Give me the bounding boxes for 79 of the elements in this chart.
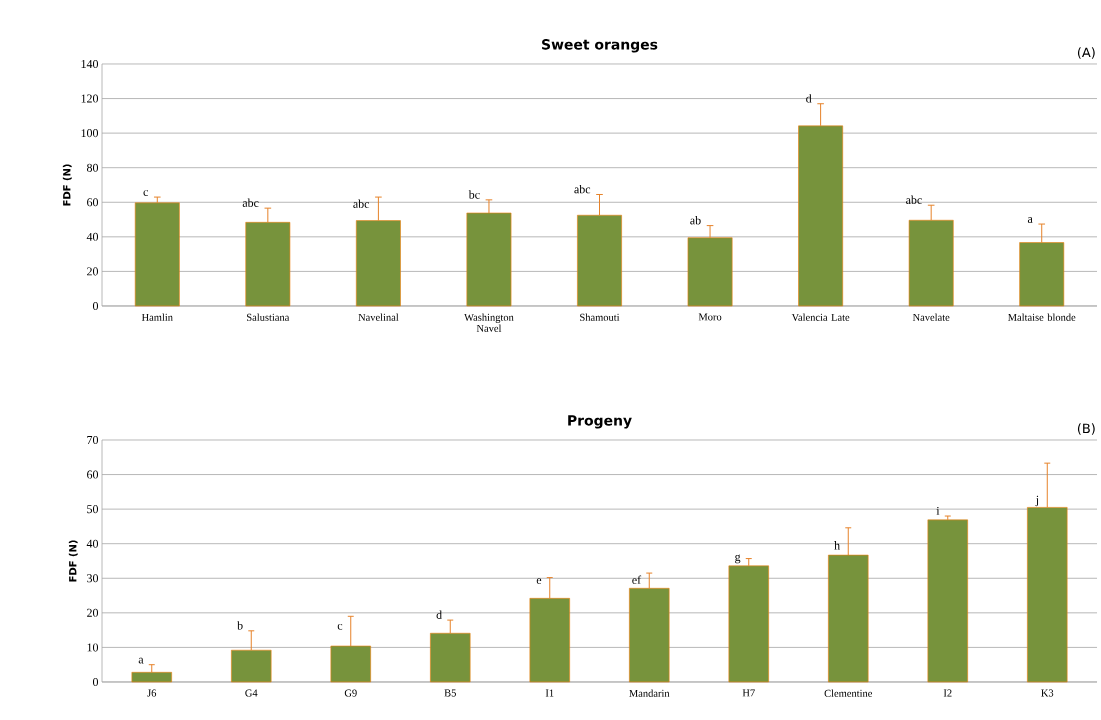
y-tick-label: 0 (92, 301, 99, 311)
y-tick-label: 70 (87, 435, 99, 445)
bar (629, 588, 670, 683)
y-tick-label: 30 (87, 574, 99, 583)
bar (577, 214, 622, 307)
y-axis-title: FDF (N) (62, 164, 72, 206)
bar (330, 645, 371, 683)
annotation: abc (353, 199, 370, 208)
x-tick-label: I2 (943, 689, 952, 697)
bar (430, 632, 471, 683)
x-tick-label: H7 (742, 689, 755, 697)
annotation: ef (632, 575, 642, 584)
y-tick-label: 100 (81, 129, 99, 138)
annotation: b (237, 621, 243, 630)
bar (828, 554, 869, 683)
y-tick-label: 10 (87, 643, 99, 652)
y-tick-label: 20 (87, 267, 99, 276)
annotation: c (143, 190, 148, 196)
bar (927, 519, 968, 683)
bar (908, 219, 954, 307)
x-tick-label: Washington Navel (464, 313, 514, 332)
y-tick-label: 40 (86, 232, 99, 241)
y-tick-label: 0 (92, 677, 99, 687)
y-tick-label: 50 (87, 505, 99, 514)
annotation: bc (468, 190, 480, 199)
chart-title: Sweet oranges (542, 39, 658, 53)
y-tick-label: 60 (87, 198, 99, 207)
bar (466, 212, 512, 307)
annotation: d (806, 94, 812, 103)
bar (728, 565, 769, 683)
y-tick-label: 60 (87, 470, 99, 479)
bar (798, 125, 844, 307)
y-tick-label: 20 (87, 608, 99, 617)
annotation: abc (906, 195, 922, 204)
x-tick-label: Salustiana (247, 313, 290, 321)
annotation: a (1027, 217, 1033, 223)
x-tick-label: Navelinal (358, 313, 399, 321)
bar (231, 649, 272, 683)
bar (1027, 507, 1068, 683)
y-tick-label: 140 (81, 59, 99, 69)
x-tick-label: K3 (1041, 689, 1054, 697)
x-tick-label: Hamlin (141, 313, 173, 321)
bar (134, 202, 180, 307)
bar (245, 222, 291, 307)
bar (687, 237, 733, 307)
chart-title: Progeny (568, 415, 632, 429)
x-tick-label: I1 (545, 689, 554, 697)
annotation: g (735, 554, 741, 564)
x-tick-label: G4 (245, 689, 258, 697)
bar (1019, 242, 1065, 307)
annotation: abc (242, 198, 259, 207)
annotation: i (936, 506, 940, 515)
annotation: e (536, 578, 542, 584)
x-tick-label: Moro (698, 313, 722, 321)
y-tick-label: 40 (86, 539, 99, 548)
text: (B) (1077, 423, 1095, 435)
bar (355, 220, 401, 307)
bar (529, 598, 570, 683)
y-tick-label: 120 (81, 94, 99, 103)
x-tick-label: Mandarin (629, 689, 670, 697)
x-tick-label: Maltaise blonde (1008, 313, 1076, 321)
x-tick-label: B5 (444, 689, 456, 697)
annotation: ab (690, 215, 701, 225)
annotation: j (1035, 495, 1039, 507)
x-tick-label: J6 (147, 689, 157, 697)
x-tick-label: Valencia Late (791, 313, 850, 321)
x-tick-label: Navelate (912, 313, 950, 321)
y-axis-title: FDF (N) (68, 540, 78, 582)
x-tick-label: G9 (344, 689, 357, 697)
annotation: abc (574, 184, 591, 194)
annotation: h (834, 541, 840, 550)
annotation: c (337, 623, 343, 630)
text: (A) (1077, 47, 1095, 59)
y-tick-label: 80 (86, 163, 99, 172)
x-tick-label: Clementine (824, 689, 873, 697)
bar (131, 672, 172, 683)
annotation: d (436, 610, 442, 619)
annotation: a (138, 657, 144, 664)
x-tick-label: Shamouti (580, 313, 620, 321)
